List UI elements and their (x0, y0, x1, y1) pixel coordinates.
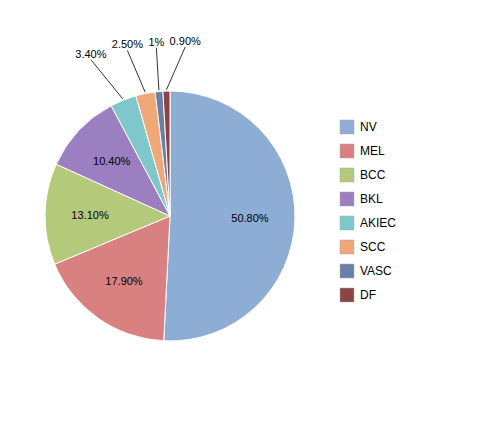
chart: 50.80% 17.90% 13.10% 10.40% 3.40% 2.50% 1% 0.90… (0, 0, 500, 432)
leader-line (127, 50, 145, 92)
legend-label: BKL (360, 192, 383, 206)
legend-swatch (340, 264, 354, 278)
legend-swatch (340, 144, 354, 158)
legend-item: AKIEC (340, 216, 396, 230)
legend-label: SCC (360, 240, 386, 254)
data-label: 50.80% (231, 212, 269, 224)
legend-item: VASC (340, 264, 392, 278)
legend: NV MEL BCC BKL AKIEC SCC VASC DF (340, 120, 396, 302)
legend-swatch (340, 168, 354, 182)
legend-swatch (340, 216, 354, 230)
data-label: 17.90% (105, 275, 143, 287)
legend-label: AKIEC (360, 216, 396, 230)
legend-item: NV (340, 120, 377, 134)
legend-label: DF (360, 288, 376, 302)
legend-swatch (340, 192, 354, 206)
data-label: 2.50% (112, 38, 143, 50)
data-label: 10.40% (93, 155, 131, 167)
slice (155, 91, 170, 216)
legend-item: BKL (340, 192, 383, 206)
legend-swatch (340, 288, 354, 302)
slices (45, 91, 295, 341)
leader-line (91, 60, 123, 99)
legend-label: VASC (360, 264, 392, 278)
slice (163, 91, 170, 216)
legend-swatch (340, 120, 354, 134)
legend-item: MEL (340, 144, 385, 158)
leader-line (156, 48, 159, 91)
legend-swatch (340, 240, 354, 254)
legend-label: MEL (360, 144, 385, 158)
data-label: 1% (148, 36, 164, 48)
legend-label: NV (360, 120, 377, 134)
legend-item: SCC (340, 240, 386, 254)
legend-item: DF (340, 288, 376, 302)
legend-label: BCC (360, 168, 386, 182)
data-label: 13.10% (71, 209, 109, 221)
data-label: 0.90% (170, 35, 201, 47)
legend-item: BCC (340, 168, 386, 182)
leader-lines (91, 47, 185, 99)
slice (136, 92, 170, 216)
data-labels: 50.80% 17.90% 13.10% 10.40% 3.40% 2.50% 1% 0.90… (71, 35, 268, 287)
data-label: 3.40% (75, 48, 106, 60)
slice (164, 91, 295, 341)
pie: 50.80% 17.90% 13.10% 10.40% 3.40% 2.50% 1% 0.90… (45, 35, 295, 341)
leader-line (166, 47, 185, 90)
